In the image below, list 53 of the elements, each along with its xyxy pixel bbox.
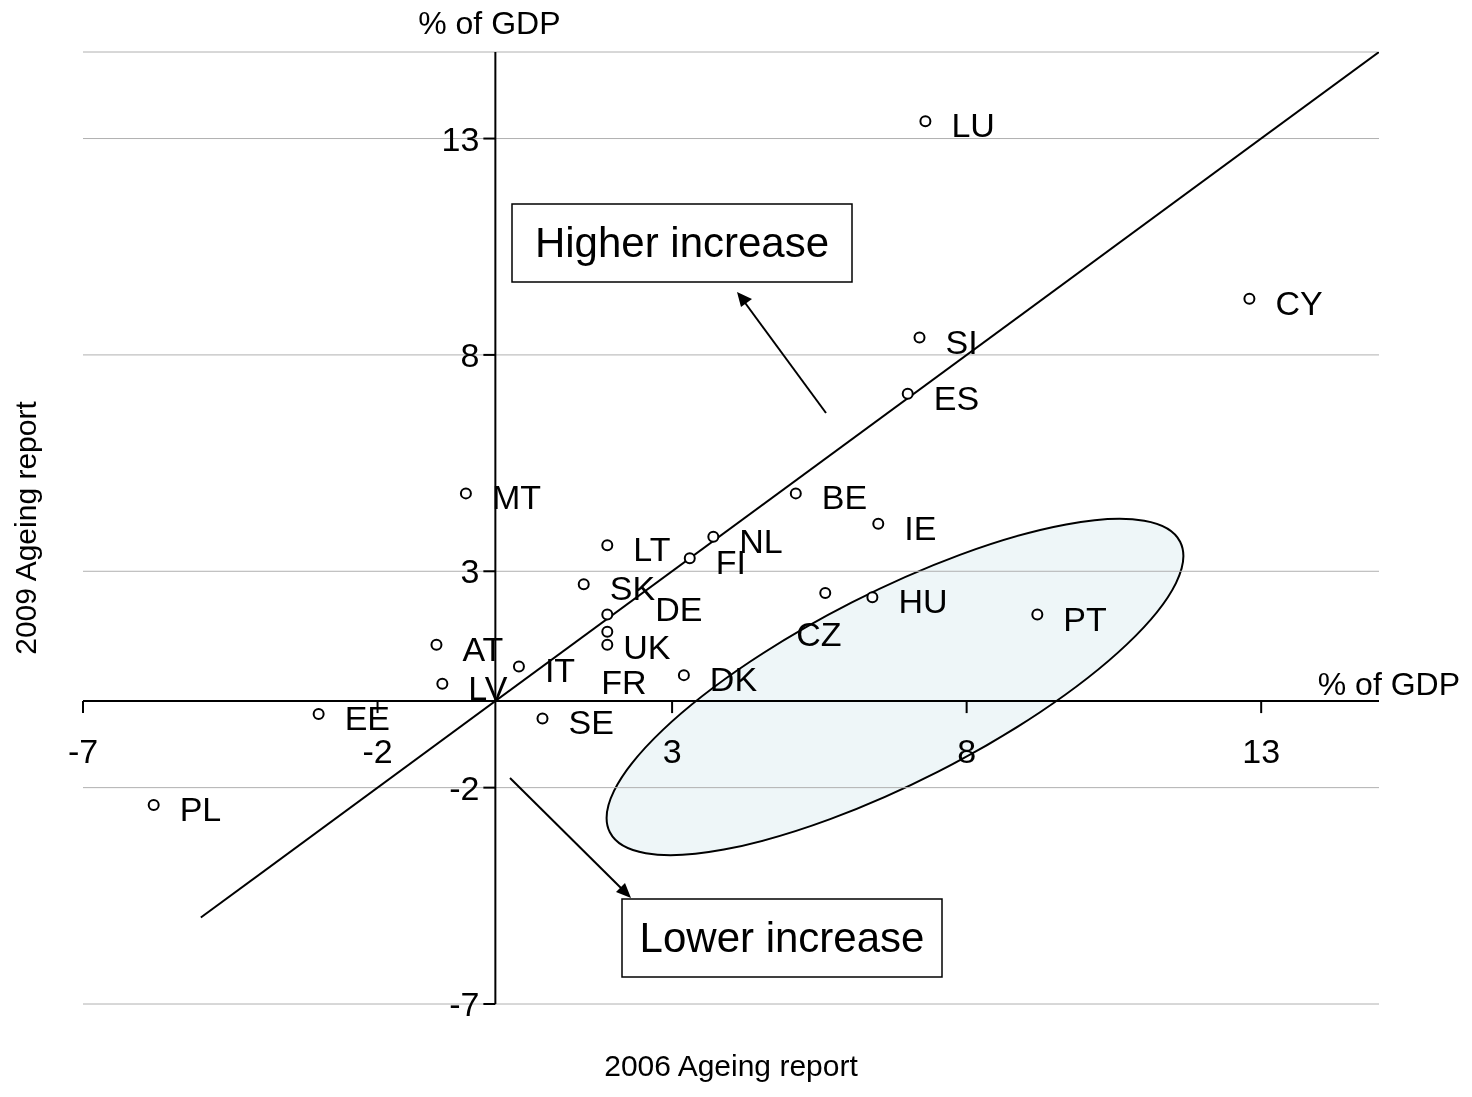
point — [789, 487, 802, 500]
annotation: SE — [568, 703, 614, 742]
annotation: PT — [1063, 599, 1107, 638]
point — [919, 115, 932, 128]
point — [819, 586, 832, 599]
y-tick-label: -2 — [449, 768, 480, 807]
point — [601, 539, 614, 552]
x-tick-label: -7 — [67, 732, 99, 771]
point — [707, 530, 720, 543]
annotation: HU — [898, 582, 948, 621]
y-axis-title: 2009 Ageing report — [9, 400, 42, 655]
annotation: SI — [945, 322, 978, 361]
point — [601, 608, 614, 621]
point — [601, 638, 614, 651]
point — [1243, 292, 1256, 305]
x-axis-title: 2006 Ageing report — [604, 1049, 859, 1082]
annotation: ES — [933, 378, 980, 417]
point — [901, 387, 914, 400]
y-tick-label: 8 — [460, 335, 480, 374]
annotation: Lower increase — [639, 914, 925, 961]
point — [677, 669, 690, 682]
annotation: LT — [633, 530, 671, 569]
point — [577, 578, 590, 591]
point — [1031, 608, 1044, 621]
annotation: CZ — [796, 614, 842, 653]
annotation: CY — [1275, 283, 1323, 322]
annotation: IE — [904, 508, 937, 547]
text: % of GDP — [418, 5, 561, 41]
y-tick-label: -7 — [449, 985, 480, 1023]
annotation: SK — [609, 569, 656, 608]
point — [683, 552, 696, 565]
point — [601, 625, 614, 638]
y-tick-label: 3 — [460, 552, 480, 591]
point — [866, 591, 879, 604]
point — [913, 331, 926, 344]
point — [459, 487, 472, 500]
annotation: Higher increase — [534, 219, 830, 266]
annotation: IT — [544, 651, 576, 690]
point — [512, 660, 525, 673]
point — [436, 677, 449, 690]
annotation: BE — [821, 478, 868, 517]
point — [312, 708, 325, 721]
point — [430, 638, 443, 651]
annotation: DE — [655, 589, 703, 628]
x-tick-label: 3 — [662, 732, 682, 771]
annotation: LU — [951, 106, 995, 145]
y-tick-label: 13 — [441, 119, 480, 158]
point — [147, 798, 160, 811]
point — [872, 517, 885, 530]
point — [536, 712, 549, 725]
x-tick-label: 13 — [1242, 732, 1281, 771]
annotation: PL — [179, 789, 222, 828]
annotation: % of GDP — [1317, 666, 1460, 703]
